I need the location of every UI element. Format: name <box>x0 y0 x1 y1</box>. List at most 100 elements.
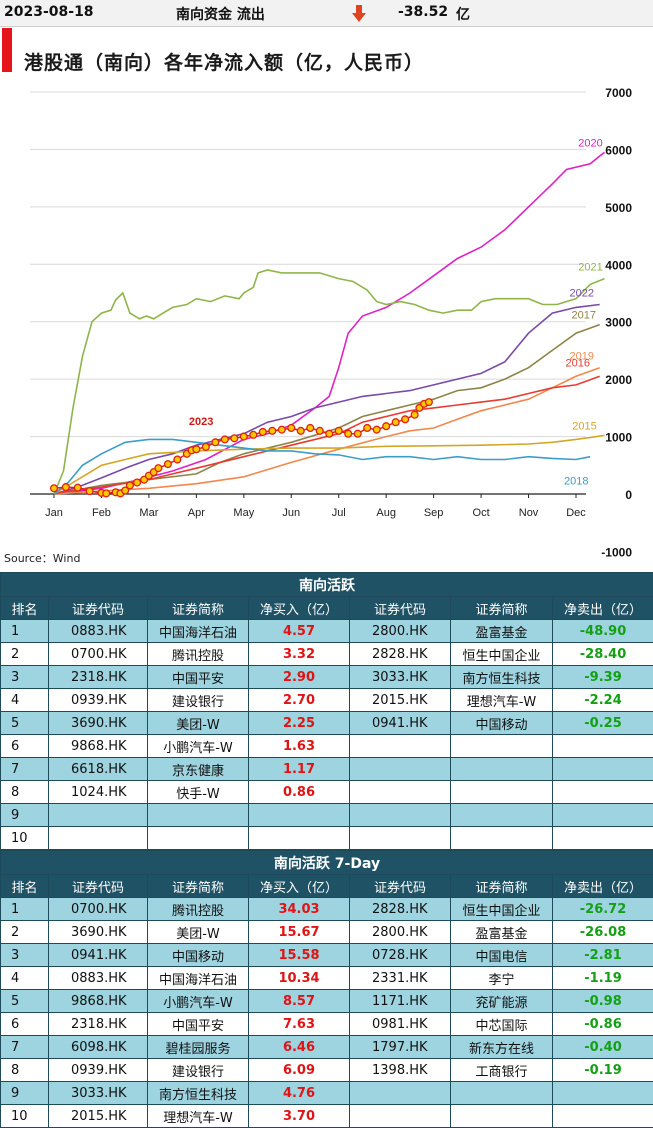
series-point-2023 <box>391 418 400 427</box>
table-cell <box>551 780 653 804</box>
series-point-2023 <box>424 398 433 407</box>
table-cell: -2.24 <box>551 688 653 712</box>
series-label-2018: 2018 <box>564 476 588 488</box>
series-line-2018 <box>53 438 591 495</box>
table-cell: 腾讯控股 <box>147 642 249 666</box>
table-cell: 李宁 <box>450 966 553 990</box>
series-point-2023 <box>163 460 172 469</box>
table-cell: 2800.HK <box>349 619 451 643</box>
table-cell: 盈富基金 <box>450 619 553 643</box>
table-row: 1 0700.HK 腾讯控股 34.03 2828.HK 恒生中国企业 -26.72 <box>0 897 653 921</box>
table-cell: 3 <box>0 943 49 967</box>
table-cell: 2.25 <box>248 711 350 735</box>
table-cell <box>349 734 451 758</box>
table-cell <box>551 757 653 781</box>
header-bar: 2023-08-18 南向资金 流出 -38.52 亿 <box>0 0 653 27</box>
table-cell: 8 <box>0 780 49 804</box>
x-tick-label: Apr <box>188 507 205 519</box>
series-point-2023 <box>306 423 315 433</box>
table-cell: 中芯国际 <box>450 1012 553 1036</box>
y-tick-label: 1000 <box>605 431 632 445</box>
column-header: 证券代码 <box>48 596 148 620</box>
x-tick-label: Jun <box>282 507 300 519</box>
table-cell: -48.90 <box>551 619 653 643</box>
table-cell: -9.39 <box>551 665 653 689</box>
series-point-2023 <box>121 486 130 495</box>
series-label-2023: 2023 <box>189 416 213 428</box>
table-cell: 3.32 <box>248 642 350 666</box>
table-cell <box>450 1104 553 1128</box>
table-cell: 4 <box>0 688 49 712</box>
table-cell: 9 <box>0 803 49 827</box>
series-line-2019 <box>53 366 600 495</box>
table-cell: -0.86 <box>551 1012 653 1036</box>
table-cell: 2 <box>0 920 49 944</box>
column-header: 排名 <box>0 874 49 898</box>
table-cell <box>147 826 249 850</box>
table-cell: 1398.HK <box>349 1058 451 1082</box>
x-tick-label: Jan <box>45 507 63 519</box>
table-cell: 0981.HK <box>349 1012 451 1036</box>
table-cell: -0.25 <box>551 711 653 735</box>
series-point-2023 <box>61 483 70 492</box>
table-cell: 6098.HK <box>48 1035 148 1059</box>
table-cell: 中国海洋石油 <box>147 966 249 990</box>
table-cell: 美团-W <box>147 920 249 944</box>
table-cell <box>248 826 350 850</box>
series-line-2020 <box>53 151 606 495</box>
column-header: 证券代码 <box>48 874 148 898</box>
table-cell: 2015.HK <box>349 688 451 712</box>
table-cell: 小鹏汽车-W <box>147 989 249 1013</box>
column-header: 净卖出（亿） <box>551 596 653 620</box>
table-cell: 1.63 <box>248 734 350 758</box>
series-line-2021 <box>53 269 605 495</box>
x-tick-label: Aug <box>376 507 396 519</box>
table-cell <box>248 803 350 827</box>
table-cell: 15.58 <box>248 943 350 967</box>
table-cell: 0700.HK <box>48 897 148 921</box>
series-point-2023 <box>192 445 201 454</box>
table-cell: 中国移动 <box>147 943 249 967</box>
table-cell: 快手-W <box>147 780 249 804</box>
table-cell: 1171.HK <box>349 989 451 1013</box>
series-line-2015 <box>53 434 605 495</box>
table-cell: 理想汽车-W <box>147 1104 249 1128</box>
table-cell: 9868.HK <box>48 989 148 1013</box>
series-point-2023 <box>353 429 362 438</box>
table-row: 2 3690.HK 美团-W 15.67 2800.HK 盈富基金 -26.08 <box>0 920 653 944</box>
x-tick-label: May <box>233 507 254 519</box>
chart-area <box>0 27 653 570</box>
column-header: 净买入（亿） <box>248 596 350 620</box>
table-cell: 34.03 <box>248 897 350 921</box>
series-line-2022 <box>53 303 600 495</box>
table-title: 南向活跃 7-Day <box>0 850 653 875</box>
table-row: 5 9868.HK 小鹏汽车-W 8.57 1171.HK 兖矿能源 -0.98 <box>0 989 653 1013</box>
x-tick-label: Sep <box>424 507 444 519</box>
table-cell: 0728.HK <box>349 943 451 967</box>
y-tick-label: 3000 <box>605 316 632 330</box>
table-cell: 9 <box>0 1081 49 1105</box>
column-header: 净卖出（亿） <box>551 874 653 898</box>
column-header: 证券简称 <box>147 874 249 898</box>
table-cell: 2331.HK <box>349 966 451 990</box>
series-label-2015: 2015 <box>572 420 596 432</box>
table-cell: 2318.HK <box>48 665 148 689</box>
table-cell: 6 <box>0 1012 49 1036</box>
table-cell: 5 <box>0 711 49 735</box>
table-cell: 0700.HK <box>48 642 148 666</box>
series-point-2023 <box>382 422 391 431</box>
table-cell: 3690.HK <box>48 920 148 944</box>
table-row: 5 3690.HK 美团-W 2.25 0941.HK 中国移动 -0.25 <box>0 711 653 735</box>
table-cell <box>349 780 451 804</box>
table-cell: 4.57 <box>248 619 350 643</box>
table-cell: 7 <box>0 1035 49 1059</box>
table-cell: 理想汽车-W <box>450 688 553 712</box>
series-point-2023 <box>230 434 239 443</box>
series-label-2022: 2022 <box>569 287 593 299</box>
series-line-2017 <box>53 323 600 495</box>
table-cell: 2015.HK <box>48 1104 148 1128</box>
header-date: 2023-08-18 <box>4 4 94 20</box>
title-accent-bar <box>2 28 12 72</box>
table-cell: 中国平安 <box>147 1012 249 1036</box>
table-row: 4 0883.HK 中国海洋石油 10.34 2331.HK 李宁 -1.19 <box>0 966 653 990</box>
